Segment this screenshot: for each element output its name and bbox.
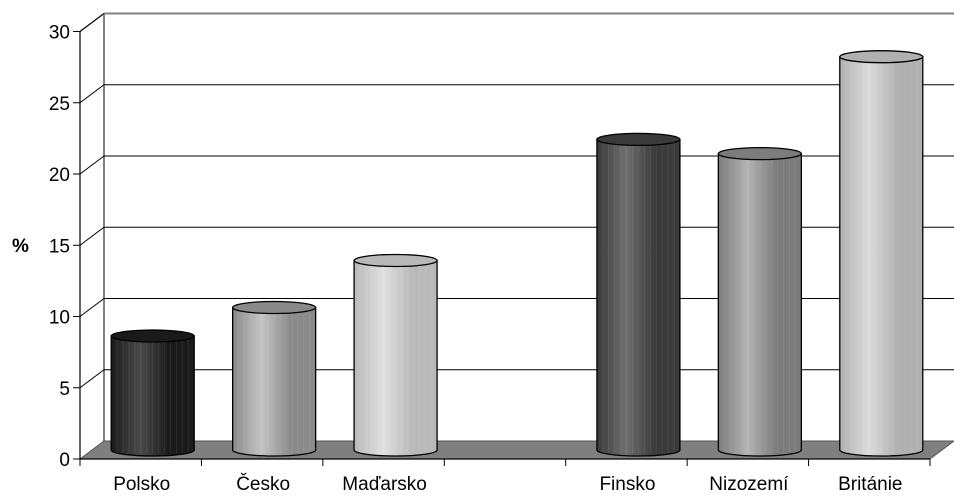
bar — [717, 146, 803, 457]
bar — [596, 132, 681, 457]
bar-top — [231, 300, 317, 315]
x-tick-labels: Polsko Česko Maďarsko Finsko Nizozemí Británi… — [113, 473, 902, 495]
axes — [73, 31, 931, 466]
y-tick-label: 5 — [59, 379, 70, 400]
y-axis-title: % — [12, 236, 29, 257]
bar-body — [717, 152, 803, 457]
x-tick-label: Maďarsko — [342, 474, 427, 495]
y-tick-label: 20 — [49, 165, 70, 186]
bars — [110, 50, 924, 457]
bar-top — [717, 146, 803, 161]
x-tick-label: Británie — [838, 474, 902, 495]
bar-body — [110, 335, 195, 457]
gridline-side — [79, 226, 105, 246]
y-tick-label: 10 — [49, 308, 70, 329]
gridline-side — [79, 84, 105, 104]
chart-floor — [78, 440, 954, 460]
bar — [353, 253, 438, 457]
y-tick-label: 25 — [49, 94, 70, 115]
bar — [110, 329, 195, 457]
gridline-side — [79, 298, 105, 317]
floor — [78, 440, 954, 460]
bar-body — [353, 259, 438, 457]
x-tick-label: Česko — [236, 473, 290, 495]
gridlines — [79, 13, 954, 389]
gridline-side — [79, 369, 105, 389]
bar — [839, 50, 924, 457]
bar-top — [596, 132, 681, 147]
y-tick-labels: 0 5 10 15 20 25 30 — [49, 23, 70, 472]
y-tick-label: 15 — [49, 236, 70, 257]
bar-top — [110, 329, 195, 343]
y-tick-label: 0 — [59, 450, 70, 471]
bar-top — [353, 253, 438, 268]
bar-top — [839, 50, 924, 64]
bar — [231, 300, 317, 457]
bar-body — [839, 56, 924, 457]
bar-body — [231, 306, 317, 457]
gridline-side — [79, 13, 105, 32]
y-tick-label: 30 — [49, 23, 70, 44]
x-tick-label: Polsko — [113, 474, 170, 495]
gridline-side — [79, 155, 105, 175]
bar-body — [596, 138, 681, 457]
x-tick-label: Finsko — [599, 474, 655, 495]
x-tick-label: Nizozemí — [709, 474, 789, 495]
